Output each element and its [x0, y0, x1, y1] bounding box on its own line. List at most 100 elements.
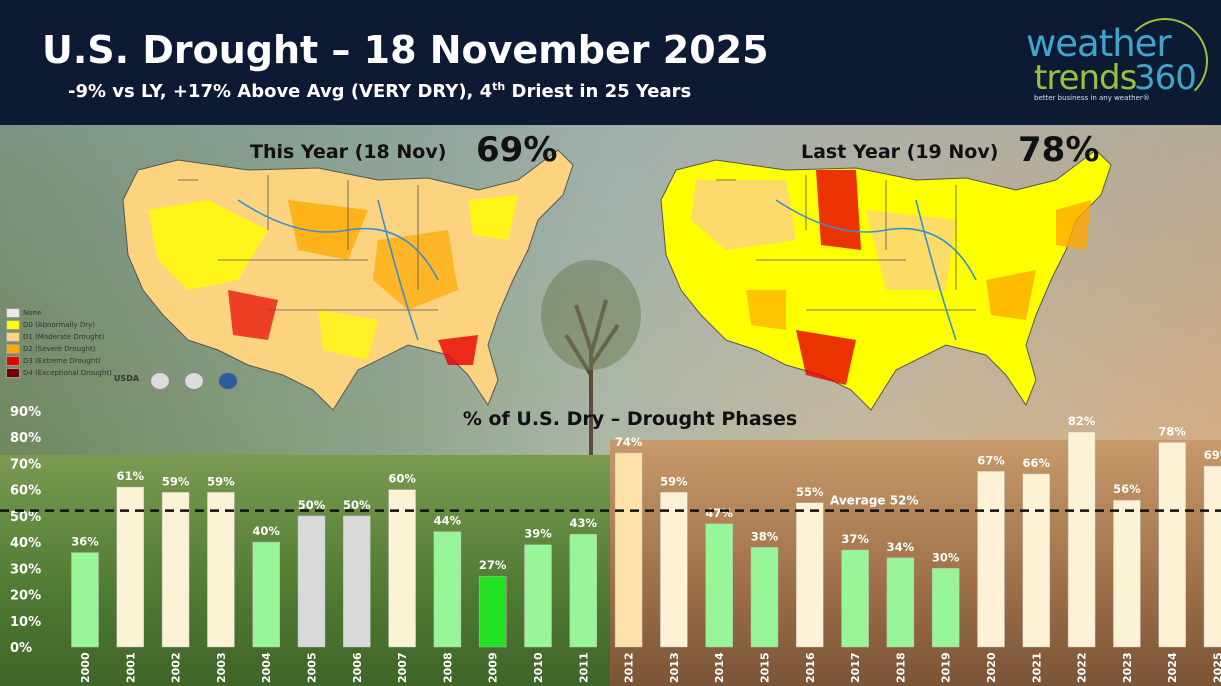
tree-icon	[541, 260, 641, 455]
bar-value-label: 55%	[796, 485, 824, 499]
page-title: U.S. Drought – 18 November 2025	[42, 28, 769, 72]
x-tick-label: 2006	[351, 652, 364, 683]
x-tick-label: 2013	[668, 652, 681, 683]
bar	[977, 471, 1005, 648]
bar	[524, 544, 552, 648]
x-tick-label: 2002	[170, 652, 183, 683]
x-tick-label: 2023	[1121, 652, 1134, 683]
last-year-percent: 78%	[1018, 130, 1100, 170]
bar-value-label: 59%	[207, 474, 235, 488]
bar	[569, 533, 598, 648]
bar-value-label: 50%	[298, 498, 326, 512]
bar	[660, 492, 688, 648]
x-tick-label: 2003	[215, 652, 228, 683]
x-tick-label: 2007	[396, 652, 409, 683]
drought-map-this-year	[122, 149, 574, 411]
x-tick-label: 2022	[1076, 652, 1089, 683]
y-tick-label: 10%	[10, 615, 41, 630]
bar-value-label: 30%	[932, 550, 960, 564]
legend-item: None	[6, 308, 41, 319]
bar	[252, 541, 280, 648]
noaa-seal-icon	[218, 372, 238, 390]
bar	[705, 523, 733, 648]
bar	[1067, 431, 1096, 648]
logo-word-trends: trends	[1034, 58, 1137, 98]
bar-value-label: 67%	[977, 453, 1005, 467]
bar-value-label: 78%	[1158, 424, 1186, 438]
bar-value-label: 40%	[252, 524, 280, 538]
logo-arc	[1122, 18, 1208, 104]
bars-group: 36% 2000 61% 2001 59% 2002 59% 2003 40% 2004 50% 20…	[71, 414, 1221, 683]
x-tick-label: 2018	[894, 652, 907, 683]
bar	[886, 557, 915, 648]
bar-value-label: 47%	[705, 506, 733, 520]
bar-value-label: 74%	[615, 435, 643, 449]
bar	[343, 515, 371, 648]
agency-seal-icon-2	[184, 372, 204, 390]
bar-value-label: 60%	[388, 472, 416, 486]
x-tick-label: 2004	[260, 652, 273, 683]
x-tick-label: 2015	[759, 652, 772, 683]
bar-value-label: 27%	[479, 558, 507, 572]
x-tick-label: 2008	[441, 652, 454, 683]
legend-label: D3 (Extreme Drought)	[23, 357, 101, 365]
bar-value-label: 69%	[1204, 448, 1221, 462]
x-tick-label: 2012	[623, 652, 636, 683]
x-tick-label: 2019	[940, 652, 953, 683]
x-tick-label: 2010	[532, 652, 545, 683]
this-year-percent: 69%	[476, 130, 558, 170]
bar-value-label: 59%	[660, 474, 688, 488]
legend-swatch	[6, 332, 20, 342]
this-year-label: This Year (18 Nov)	[250, 141, 447, 163]
header-bar: U.S. Drought – 18 November 2025 -9% vs L…	[0, 0, 1221, 125]
bar	[71, 552, 99, 648]
legend-item: D0 (Abnormally Dry)	[6, 320, 95, 331]
average-label: Average 52%	[830, 494, 918, 508]
drought-bar-chart: 0% 10% 20% 30% 40% 50% 60% 70% 80% 90% 36% 2000 61%…	[0, 405, 1221, 683]
bar-value-label: 82%	[1068, 414, 1096, 428]
y-axis: 0% 10% 20% 30% 40% 50% 60% 70% 80% 90%	[10, 405, 41, 656]
bar-value-label: 50%	[343, 498, 371, 512]
legend-item: D4 (Exceptional Drought)	[6, 368, 112, 379]
x-tick-label: 2001	[124, 652, 137, 683]
bar-value-label: 56%	[1113, 482, 1141, 496]
subtitle-main: -9% vs LY, +17% Above Avg (VERY DRY), 4	[68, 81, 493, 102]
x-tick-label: 2025	[1212, 652, 1221, 683]
subtitle-end: Driest in 25 Years	[505, 81, 692, 102]
legend-label: D2 (Severe Drought)	[23, 345, 96, 353]
logo-word-360: 360	[1134, 58, 1197, 98]
bar	[161, 492, 190, 648]
y-tick-label: 20%	[10, 589, 41, 604]
legend-swatch	[6, 356, 20, 366]
y-tick-label: 80%	[10, 431, 41, 446]
bar	[750, 547, 779, 648]
bar	[614, 452, 643, 648]
legend-swatch	[6, 344, 20, 354]
legend-item: D1 (Moderate Drought)	[6, 332, 105, 343]
x-tick-label: 2020	[985, 652, 998, 683]
bar-value-label: 61%	[117, 469, 145, 483]
legend-swatch	[6, 368, 20, 378]
page-subtitle: -9% vs LY, +17% Above Avg (VERY DRY), 4t…	[68, 80, 691, 102]
x-tick-label: 2005	[306, 652, 319, 683]
usda-logo: USDA	[114, 374, 140, 383]
bar	[1203, 465, 1221, 648]
bar-value-label: 37%	[841, 532, 869, 546]
legend-label: D1 (Moderate Drought)	[23, 333, 105, 341]
logo-word-weather: weather	[1026, 22, 1172, 65]
bar-value-label: 38%	[751, 529, 779, 543]
legend-label: D4 (Exceptional Drought)	[23, 369, 112, 377]
legend-label: D0 (Abnormally Dry)	[23, 321, 96, 329]
x-tick-label: 2021	[1030, 652, 1043, 683]
x-tick-label: 2000	[79, 652, 92, 683]
y-tick-label: 70%	[10, 457, 41, 472]
y-tick-label: 30%	[10, 562, 41, 577]
bar	[297, 515, 326, 648]
x-tick-label: 2016	[804, 652, 817, 683]
bar	[841, 549, 869, 648]
bar	[796, 502, 824, 648]
legend-label: None	[23, 309, 42, 317]
logo-tagline: better business in any weather®	[1034, 94, 1150, 102]
subtitle-sup: th	[492, 80, 506, 93]
bar	[1158, 442, 1186, 648]
